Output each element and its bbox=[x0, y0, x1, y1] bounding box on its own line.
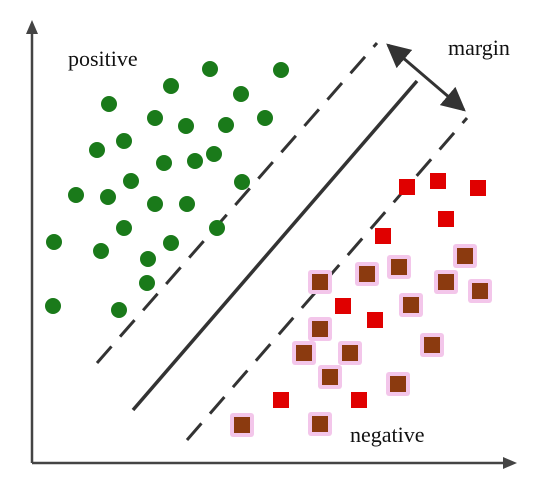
positive-point bbox=[234, 174, 250, 190]
axes bbox=[26, 20, 517, 469]
negative-square bbox=[312, 274, 328, 290]
positive-point bbox=[209, 220, 225, 236]
negative-point-brown bbox=[318, 365, 342, 389]
positive-point bbox=[179, 196, 195, 212]
negative-point-brown bbox=[387, 255, 411, 279]
negative-point-red bbox=[367, 312, 383, 328]
negative-square bbox=[399, 179, 415, 195]
negative-square bbox=[375, 228, 391, 244]
positive-point bbox=[93, 243, 109, 259]
negative-point-brown bbox=[420, 333, 444, 357]
positive-point bbox=[45, 298, 61, 314]
negative-point-red bbox=[335, 298, 351, 314]
negative-point-brown bbox=[386, 372, 410, 396]
positive-label: positive bbox=[68, 46, 138, 71]
negative-point-brown bbox=[338, 341, 362, 365]
negative-square bbox=[403, 297, 419, 313]
positive-point bbox=[68, 187, 84, 203]
decision-boundary bbox=[131, 79, 419, 412]
positive-point bbox=[147, 196, 163, 212]
negative-point-brown bbox=[468, 279, 492, 303]
negative-point-brown bbox=[308, 412, 332, 436]
negative-point-red bbox=[273, 392, 289, 408]
negative-point-brown bbox=[292, 341, 316, 365]
negative-square bbox=[472, 283, 488, 299]
positive-point bbox=[156, 155, 172, 171]
margin-label: margin bbox=[448, 35, 510, 60]
positive-point bbox=[89, 142, 105, 158]
positive-point bbox=[140, 251, 156, 267]
negative-square bbox=[335, 298, 351, 314]
positive-point bbox=[202, 61, 218, 77]
positive-point bbox=[46, 234, 62, 250]
negative-square bbox=[342, 345, 358, 361]
positive-point bbox=[257, 110, 273, 126]
negative-point-brown bbox=[308, 317, 332, 341]
negative-square bbox=[312, 416, 328, 432]
positive-point bbox=[111, 302, 127, 318]
negative-square bbox=[296, 345, 312, 361]
positive-point bbox=[116, 133, 132, 149]
positive-point bbox=[206, 146, 222, 162]
positive-point bbox=[218, 117, 234, 133]
upper-margin-line bbox=[95, 42, 379, 364]
positive-point bbox=[163, 78, 179, 94]
y-axis-arrow bbox=[26, 20, 38, 34]
positive-points bbox=[45, 61, 289, 318]
positive-point bbox=[123, 173, 139, 189]
negative-point-red bbox=[399, 179, 415, 195]
negative-square bbox=[438, 274, 454, 290]
x-axis-arrow bbox=[503, 457, 517, 469]
positive-point bbox=[101, 96, 117, 112]
negative-square bbox=[234, 417, 250, 433]
negative-square bbox=[391, 259, 407, 275]
negative-point-brown bbox=[308, 270, 332, 294]
negative-square bbox=[430, 173, 446, 189]
negative-square bbox=[367, 312, 383, 328]
negative-point-brown bbox=[355, 262, 379, 286]
negative-square bbox=[312, 321, 328, 337]
negative-square bbox=[470, 180, 486, 196]
negative-point-brown bbox=[230, 413, 254, 437]
negative-square bbox=[359, 266, 375, 282]
margin-arrow bbox=[386, 43, 466, 112]
negative-square bbox=[457, 248, 473, 264]
negative-point-brown bbox=[434, 270, 458, 294]
positive-point bbox=[100, 189, 116, 205]
negative-point-red bbox=[430, 173, 446, 189]
negative-points bbox=[230, 173, 492, 437]
positive-point bbox=[147, 110, 163, 126]
positive-point bbox=[187, 153, 203, 169]
positive-point bbox=[116, 220, 132, 236]
positive-point bbox=[163, 235, 179, 251]
positive-point bbox=[139, 275, 155, 291]
negative-square bbox=[322, 369, 338, 385]
positive-point bbox=[273, 62, 289, 78]
negative-point-brown bbox=[453, 244, 477, 268]
positive-point bbox=[178, 118, 194, 134]
negative-square bbox=[438, 211, 454, 227]
negative-point-red bbox=[438, 211, 454, 227]
negative-label: negative bbox=[350, 422, 425, 447]
negative-square bbox=[390, 376, 406, 392]
negative-square bbox=[273, 392, 289, 408]
negative-point-red bbox=[375, 228, 391, 244]
negative-point-brown bbox=[399, 293, 423, 317]
negative-point-red bbox=[351, 392, 367, 408]
negative-square bbox=[351, 392, 367, 408]
positive-point bbox=[233, 86, 249, 102]
negative-square bbox=[424, 337, 440, 353]
negative-point-red bbox=[470, 180, 486, 196]
